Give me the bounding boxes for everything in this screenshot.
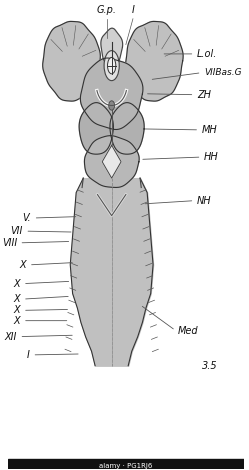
Text: XII: XII bbox=[5, 332, 17, 342]
Text: X: X bbox=[14, 294, 21, 304]
Text: L.ol.: L.ol. bbox=[197, 49, 217, 59]
Text: G.p.: G.p. bbox=[97, 6, 117, 16]
Text: MH: MH bbox=[202, 125, 217, 135]
Text: HH: HH bbox=[204, 152, 219, 162]
Text: X: X bbox=[14, 316, 21, 326]
Polygon shape bbox=[125, 22, 183, 101]
Polygon shape bbox=[110, 102, 144, 154]
Polygon shape bbox=[102, 145, 121, 178]
Text: ZH: ZH bbox=[197, 90, 211, 100]
Polygon shape bbox=[80, 58, 143, 130]
Text: VIII: VIII bbox=[2, 238, 17, 248]
Ellipse shape bbox=[109, 101, 115, 110]
Text: NH: NH bbox=[197, 196, 211, 206]
Text: V.: V. bbox=[23, 213, 31, 223]
Text: 3.5: 3.5 bbox=[202, 360, 217, 371]
Text: X: X bbox=[14, 306, 21, 315]
Text: VIIBas.G: VIIBas.G bbox=[204, 68, 242, 77]
Text: Med: Med bbox=[178, 326, 198, 336]
Text: I: I bbox=[131, 6, 134, 16]
Ellipse shape bbox=[104, 51, 119, 81]
Text: VII: VII bbox=[10, 226, 23, 236]
Ellipse shape bbox=[108, 57, 116, 74]
Text: I: I bbox=[27, 350, 30, 360]
Text: alamy · PG1RJ6: alamy · PG1RJ6 bbox=[99, 463, 153, 470]
Polygon shape bbox=[79, 102, 113, 154]
Polygon shape bbox=[43, 22, 100, 101]
Polygon shape bbox=[101, 28, 123, 64]
Text: X: X bbox=[14, 279, 21, 289]
Polygon shape bbox=[84, 136, 139, 188]
Bar bbox=[7, 460, 244, 470]
Text: X: X bbox=[20, 260, 26, 270]
